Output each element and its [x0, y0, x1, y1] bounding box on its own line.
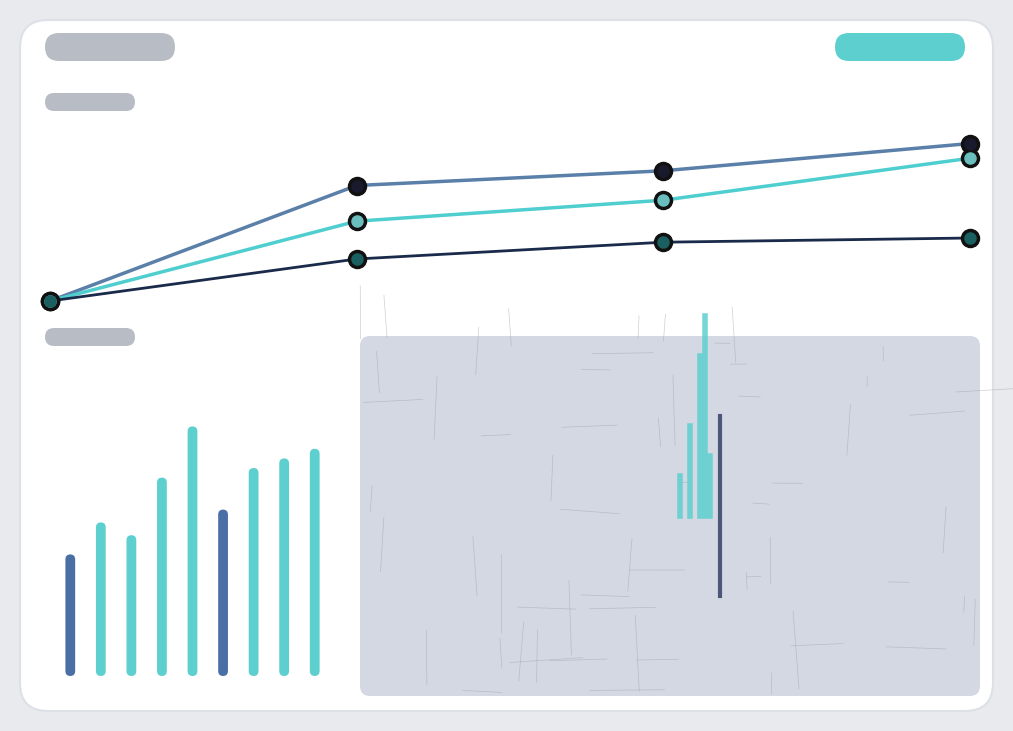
FancyBboxPatch shape	[310, 449, 320, 676]
FancyBboxPatch shape	[218, 510, 228, 676]
FancyBboxPatch shape	[127, 535, 137, 676]
FancyBboxPatch shape	[96, 523, 105, 676]
FancyBboxPatch shape	[66, 554, 75, 676]
FancyBboxPatch shape	[45, 33, 175, 61]
FancyBboxPatch shape	[157, 477, 167, 676]
FancyBboxPatch shape	[187, 426, 198, 676]
FancyBboxPatch shape	[280, 458, 289, 676]
FancyBboxPatch shape	[20, 20, 993, 711]
FancyBboxPatch shape	[360, 336, 980, 696]
FancyBboxPatch shape	[249, 468, 258, 676]
FancyBboxPatch shape	[835, 33, 965, 61]
FancyBboxPatch shape	[45, 328, 135, 346]
FancyBboxPatch shape	[45, 93, 135, 111]
